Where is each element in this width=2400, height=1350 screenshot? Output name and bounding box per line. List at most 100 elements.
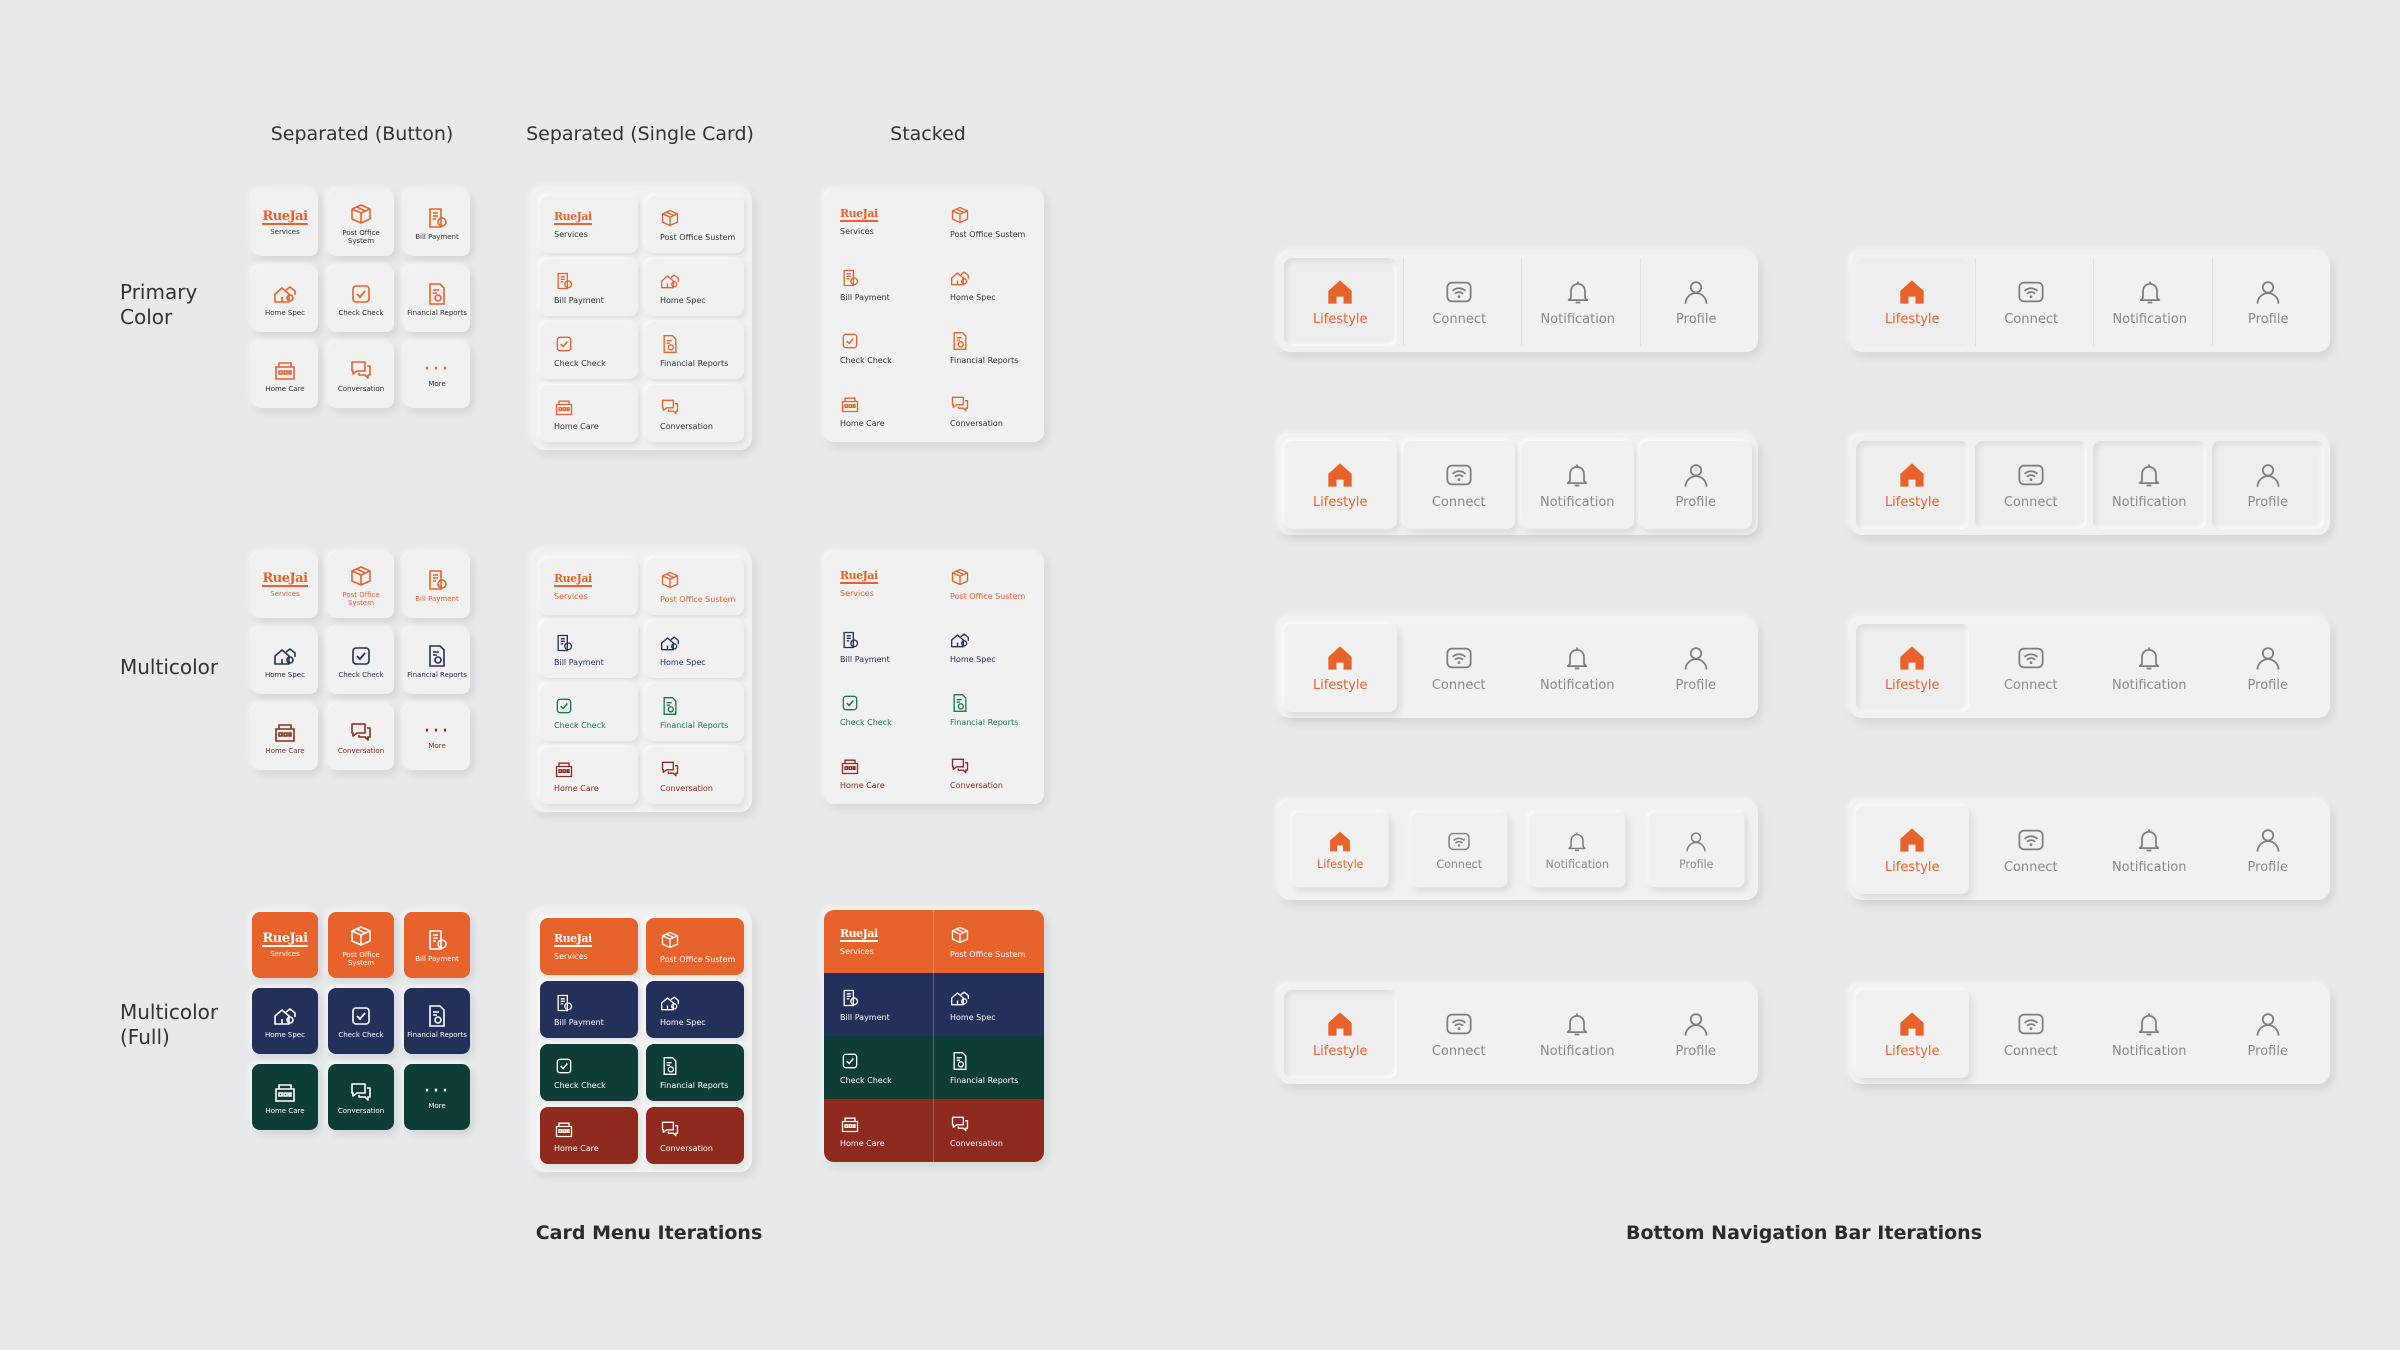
nav-connect[interactable]: Connect (1402, 441, 1515, 529)
nav-notification[interactable]: Notification (2093, 806, 2206, 894)
card-item-financial-reports[interactable]: Financial Reports (646, 1044, 744, 1101)
tile-home-spec[interactable]: Home Spec (252, 628, 318, 694)
tile-post-office[interactable]: Post Office System (328, 190, 394, 256)
nav-connect[interactable]: Connect (1975, 624, 2088, 712)
nav-lifestyle[interactable]: Lifestyle (1856, 258, 1969, 346)
tile-bill-payment[interactable]: Bill Payment (404, 912, 470, 978)
card-item-bill-payment[interactable]: Bill Payment (540, 981, 638, 1038)
nav-profile[interactable]: Profile (2211, 258, 2325, 346)
tile-conversation[interactable]: Conversation (328, 1064, 394, 1130)
tile-services[interactable]: RueJai Services (252, 552, 318, 618)
nav-profile[interactable]: Profile (1647, 812, 1744, 888)
card-item-bill-payment[interactable]: Bill Payment (540, 259, 638, 316)
nav-connect[interactable]: Connect (1974, 441, 2087, 529)
tile-conversation[interactable]: Conversation (328, 704, 394, 770)
tile-home-care[interactable]: Home Care (252, 704, 318, 770)
card-item-home-care[interactable]: Home Care (540, 1107, 638, 1164)
tile-financial-reports[interactable]: Financial Reports (404, 266, 470, 332)
nav-notification[interactable]: Notification (1521, 624, 1634, 712)
nav-connect[interactable]: Connect (1975, 990, 2088, 1078)
nav-connect[interactable]: Connect (1402, 258, 1516, 346)
stack-item-home-care[interactable]: Home Care (824, 741, 934, 804)
tile-post-office[interactable]: Post Office System (328, 552, 394, 618)
nav-lifestyle[interactable]: Lifestyle (1292, 812, 1389, 888)
card-item-services[interactable]: RueJai Services (540, 558, 638, 615)
nav-profile[interactable]: Profile (1639, 258, 1753, 346)
nav-notification[interactable]: Notification (2093, 441, 2206, 529)
tile-home-spec[interactable]: Home Spec (252, 266, 318, 332)
stack-item-conversation[interactable]: Conversation (934, 741, 1044, 804)
nav-connect[interactable]: Connect (1410, 812, 1507, 888)
stack-item-financial-reports[interactable]: Financial Reports (934, 1036, 1044, 1099)
card-item-conversation[interactable]: Conversation (646, 385, 744, 442)
card-item-bill-payment[interactable]: Bill Payment (540, 621, 638, 678)
stack-item-services[interactable]: RueJai Services (824, 552, 934, 615)
tile-home-care[interactable]: Home Care (252, 342, 318, 408)
nav-notification[interactable]: Notification (1529, 812, 1626, 888)
card-item-home-spec[interactable]: Home Spec (646, 259, 744, 316)
stack-item-bill-payment[interactable]: Bill Payment (824, 615, 934, 678)
nav-connect[interactable]: Connect (1974, 258, 2088, 346)
tile-services[interactable]: RueJai Services (252, 912, 318, 978)
card-item-services[interactable]: RueJai Services (540, 196, 638, 253)
card-item-financial-reports[interactable]: Financial Reports (646, 684, 744, 741)
nav-profile[interactable]: Profile (2212, 624, 2325, 712)
tile-post-office[interactable]: Post Office System (328, 912, 394, 978)
card-item-home-care[interactable]: Home Care (540, 747, 638, 804)
card-item-services[interactable]: RueJai Services (540, 918, 638, 975)
nav-notification[interactable]: Notification (1521, 258, 1634, 346)
stack-item-home-spec[interactable]: Home Spec (934, 253, 1044, 316)
nav-notification[interactable]: Notification (2093, 624, 2206, 712)
tile-financial-reports[interactable]: Financial Reports (404, 988, 470, 1054)
nav-lifestyle[interactable]: Lifestyle (1856, 441, 1969, 529)
nav-notification[interactable]: Notification (2093, 258, 2206, 346)
nav-profile[interactable]: Profile (1640, 624, 1753, 712)
stack-item-check-check[interactable]: Check Check (824, 1036, 934, 1099)
card-item-post-office[interactable]: Post Office Sustem (646, 196, 744, 253)
stack-item-services[interactable]: RueJai Services (824, 190, 934, 253)
tile-more[interactable]: ··· More (404, 704, 470, 770)
nav-profile[interactable]: Profile (1639, 441, 1752, 529)
nav-lifestyle[interactable]: Lifestyle (1856, 990, 1969, 1078)
nav-lifestyle[interactable]: Lifestyle (1284, 258, 1397, 346)
card-item-home-spec[interactable]: Home Spec (646, 981, 744, 1038)
stack-item-home-care[interactable]: Home Care (824, 1099, 934, 1162)
tile-conversation[interactable]: Conversation (328, 342, 394, 408)
stack-item-services[interactable]: RueJai Services (824, 910, 934, 973)
nav-lifestyle[interactable]: Lifestyle (1284, 624, 1397, 712)
nav-notification[interactable]: Notification (1521, 441, 1634, 529)
stack-item-financial-reports[interactable]: Financial Reports (934, 316, 1044, 379)
tile-check-check[interactable]: Check Check (328, 266, 394, 332)
card-item-home-spec[interactable]: Home Spec (646, 621, 744, 678)
stack-item-bill-payment[interactable]: Bill Payment (824, 253, 934, 316)
nav-profile[interactable]: Profile (2212, 990, 2325, 1078)
stack-item-home-spec[interactable]: Home Spec (934, 615, 1044, 678)
tile-home-care[interactable]: Home Care (252, 1064, 318, 1130)
card-item-post-office[interactable]: Post Office Sustem (646, 918, 744, 975)
card-item-home-care[interactable]: Home Care (540, 385, 638, 442)
card-item-check-check[interactable]: Check Check (540, 684, 638, 741)
stack-item-conversation[interactable]: Conversation (934, 379, 1044, 442)
card-item-post-office[interactable]: Post Office Sustem (646, 558, 744, 615)
tile-check-check[interactable]: Check Check (328, 988, 394, 1054)
tile-check-check[interactable]: Check Check (328, 628, 394, 694)
nav-connect[interactable]: Connect (1975, 806, 2088, 894)
nav-lifestyle[interactable]: Lifestyle (1284, 990, 1397, 1078)
tile-home-spec[interactable]: Home Spec (252, 988, 318, 1054)
card-item-check-check[interactable]: Check Check (540, 1044, 638, 1101)
tile-more[interactable]: ··· More (404, 342, 470, 408)
stack-item-financial-reports[interactable]: Financial Reports (934, 678, 1044, 741)
nav-profile[interactable]: Profile (2211, 441, 2324, 529)
nav-connect[interactable]: Connect (1403, 990, 1516, 1078)
nav-lifestyle[interactable]: Lifestyle (1284, 441, 1397, 529)
card-item-conversation[interactable]: Conversation (646, 1107, 744, 1164)
nav-lifestyle[interactable]: Lifestyle (1856, 806, 1969, 894)
nav-notification[interactable]: Notification (2093, 990, 2206, 1078)
tile-services[interactable]: RueJai Services (252, 190, 318, 256)
card-item-conversation[interactable]: Conversation (646, 747, 744, 804)
tile-financial-reports[interactable]: Financial Reports (404, 628, 470, 694)
nav-connect[interactable]: Connect (1403, 624, 1516, 712)
card-item-check-check[interactable]: Check Check (540, 322, 638, 379)
stack-item-post-office[interactable]: Post Office Sustem (934, 552, 1044, 615)
tile-bill-payment[interactable]: Bill Payment (404, 552, 470, 618)
